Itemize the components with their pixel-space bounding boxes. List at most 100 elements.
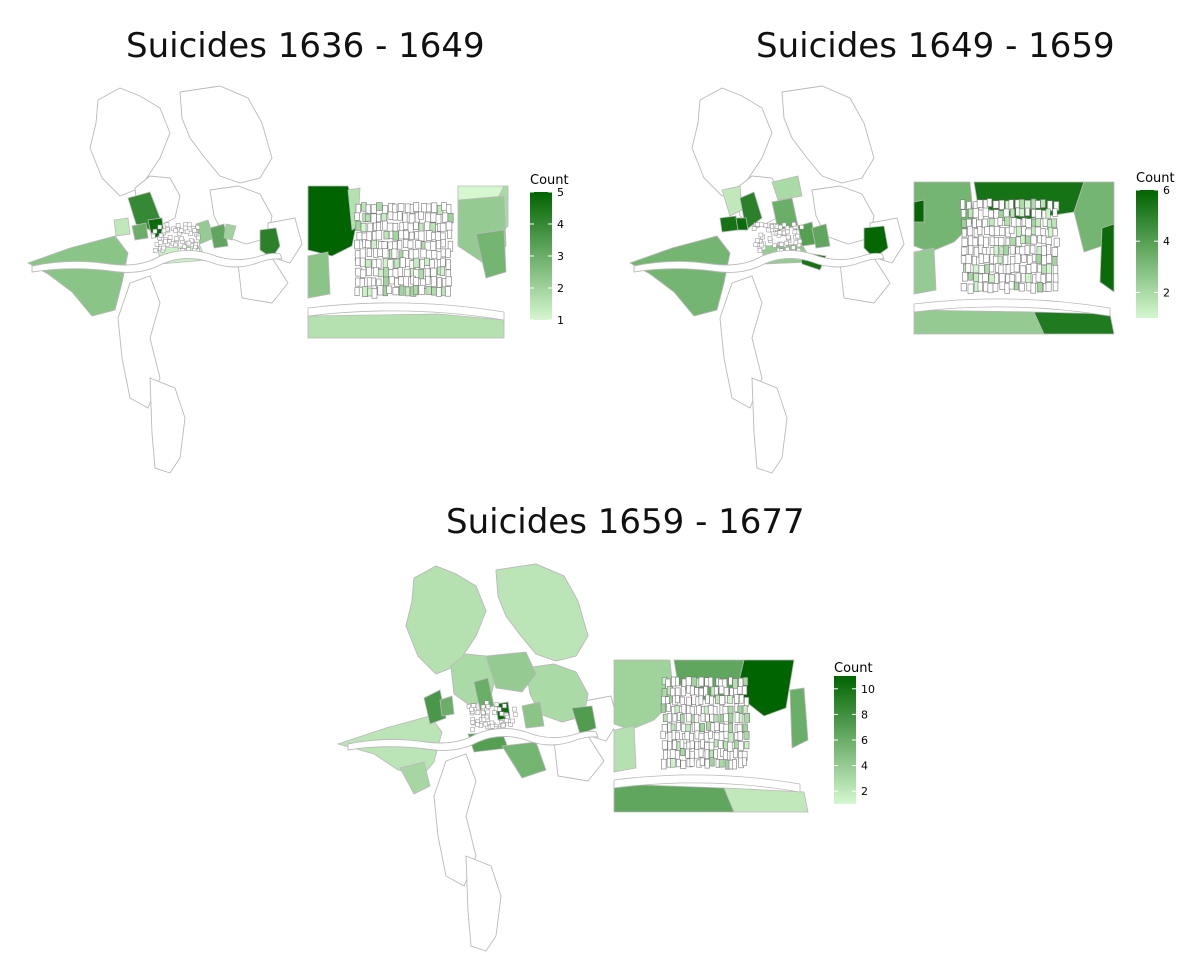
inset-parish [961, 237, 968, 247]
inset-parish [674, 695, 680, 704]
city-parish [186, 222, 192, 228]
city-parish [753, 242, 759, 248]
inset-parish [666, 703, 671, 712]
city-parish [797, 238, 803, 244]
city-parish [792, 229, 798, 235]
inset-parish [1099, 223, 1115, 293]
inset-parish [376, 213, 382, 223]
inset-parish [475, 229, 507, 279]
city-parish [795, 233, 801, 239]
parish-outline [179, 85, 273, 184]
inset-parish [676, 759, 681, 768]
inset-parish [674, 676, 680, 687]
inset-parish [365, 259, 372, 269]
inset-parish [1052, 273, 1059, 284]
city-parish [163, 239, 168, 245]
city-parish [791, 245, 796, 250]
legend-title: Count [834, 661, 873, 676]
inset-parish [672, 713, 678, 723]
inset-parish [691, 676, 697, 687]
inset-parish [738, 741, 744, 751]
inset-parish [1024, 245, 1031, 255]
city-parish [195, 224, 200, 230]
inset-parish [418, 285, 425, 296]
inset-map [913, 181, 1115, 335]
inset-parish [383, 276, 389, 288]
parish-filled [521, 701, 545, 729]
city-parish [158, 240, 163, 245]
inset-parish [365, 204, 371, 214]
inset-parish [913, 199, 925, 223]
inset-parish [403, 221, 409, 230]
inset-river [913, 298, 1111, 317]
parish-filled [571, 705, 597, 735]
inset-parish [425, 286, 432, 295]
river-thames [633, 250, 885, 273]
inset-parish [1052, 281, 1059, 292]
inset-parish [380, 212, 388, 222]
inset-parish [733, 748, 738, 759]
inset-parish [1047, 226, 1054, 237]
inset-parish [708, 730, 713, 739]
inset-parish [719, 695, 726, 705]
inset-parish [723, 787, 809, 813]
inset-parish [973, 273, 980, 283]
inset-parish [962, 272, 968, 282]
city-parish [767, 236, 773, 241]
inset-parish [445, 259, 451, 270]
city-parish [480, 704, 486, 710]
inset-parish [399, 257, 406, 269]
inset-parish [1030, 235, 1037, 245]
inset-parish [1035, 218, 1041, 227]
inset-parish [718, 759, 725, 768]
city-parish [475, 710, 481, 715]
inset-parish [371, 239, 378, 250]
river-thames [347, 728, 599, 751]
inset-parish [1014, 253, 1021, 265]
inset-parish [431, 202, 438, 213]
inset-parish [447, 212, 454, 224]
city-parish [484, 700, 489, 706]
overview-map [27, 85, 303, 474]
inset-parish [982, 218, 989, 228]
inset-parish [355, 203, 361, 214]
inset-parish [1008, 199, 1014, 210]
inset-parish [386, 285, 393, 294]
inset-parish [714, 686, 719, 696]
inset-parish [1008, 225, 1015, 235]
river-thames [31, 250, 283, 273]
panel-1649-1659: Count 2 4 6 [612, 78, 1192, 478]
inset-parish [666, 713, 672, 723]
inset-parish [913, 181, 975, 253]
inset-parish [445, 286, 451, 297]
inset-parish [732, 678, 738, 689]
inset-parish [961, 219, 967, 228]
city-parish [152, 228, 158, 234]
inset-parish [359, 278, 365, 288]
inset-parish [1009, 237, 1016, 246]
inset-parish [1002, 244, 1009, 256]
inset-parish [698, 676, 705, 687]
inset-parish [660, 730, 666, 739]
inset-parish [685, 748, 690, 759]
inset-parish [676, 722, 681, 731]
inset-parish [440, 257, 446, 267]
city-parish [759, 242, 764, 248]
city-parish [785, 234, 791, 240]
inset-parish [392, 268, 399, 278]
city-parish [164, 222, 170, 227]
inset-parish [994, 226, 1001, 236]
inset-parish [356, 231, 363, 241]
inset-parish [421, 203, 427, 213]
overview-map [629, 85, 905, 474]
inset-parish [960, 209, 967, 218]
parish-filled [223, 223, 237, 241]
inset-parish [1052, 256, 1058, 266]
city-parish [499, 711, 504, 717]
inset-parish [307, 251, 331, 299]
inset-parish [709, 757, 715, 767]
legend-tick-label: 8 [861, 708, 868, 721]
inset-parish [670, 758, 676, 768]
inset-parish [982, 273, 989, 282]
city-parish [492, 710, 497, 715]
